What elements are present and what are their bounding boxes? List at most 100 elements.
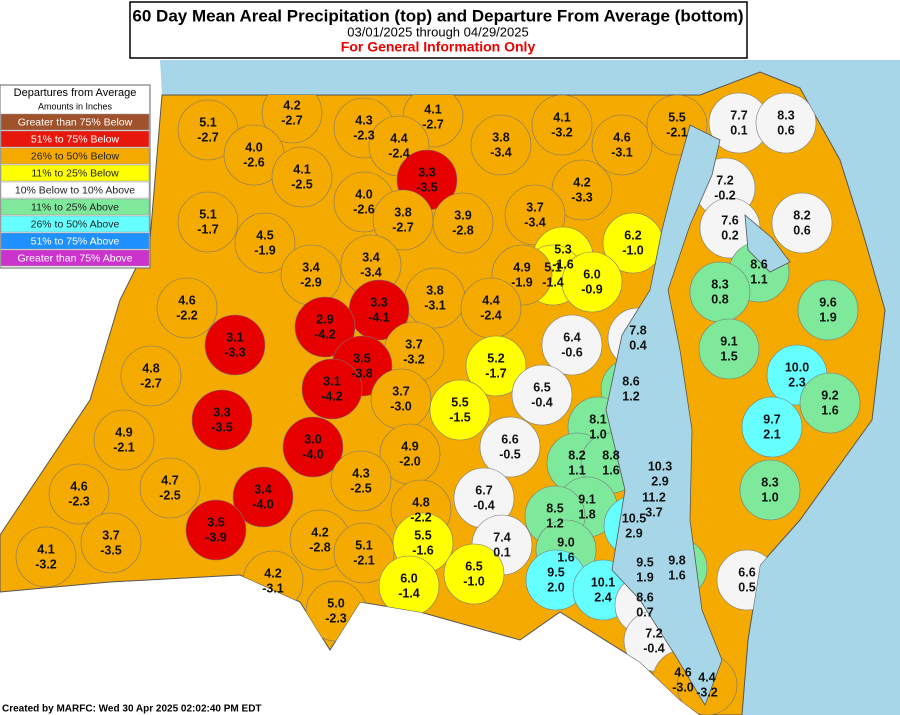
precip-label: 4.4 <box>698 670 715 684</box>
precip-label: 5.1 <box>199 207 216 221</box>
labels: 5.1-2.74.2-2.7 4.3-2.34.1-2.74.0-2.64.4-2… <box>35 98 839 699</box>
departure-label: -2.7 <box>140 376 162 390</box>
departure-label: -2.8 <box>452 223 474 237</box>
county <box>741 396 803 458</box>
precip-label: 5.5 <box>451 395 468 409</box>
county <box>93 409 155 471</box>
legend-subtitle: Amounts in Inches <box>38 101 113 111</box>
precip-label: 6.7 <box>475 483 492 497</box>
departure-label: -2.5 <box>350 481 372 495</box>
precip-label: 4.8 <box>142 361 159 375</box>
departure-label: 0.8 <box>711 292 728 306</box>
precip-label: 4.5 <box>256 228 273 242</box>
legend-label: 51% to 75% Below <box>31 133 120 145</box>
departure-label: 2.0 <box>547 580 564 594</box>
county <box>191 389 253 451</box>
precip-label: 5.2 <box>487 351 504 365</box>
precip-label: 3.7 <box>405 337 422 351</box>
footer: Created by MARFC: Wed 30 Apr 2025 02:02:… <box>2 704 262 715</box>
departure-label: 2.9 <box>651 474 668 488</box>
precip-label: 7.7 <box>730 108 747 122</box>
county <box>511 364 573 426</box>
legend-label: 10% Below to 10% Above <box>15 184 135 196</box>
departure-label: -2.7 <box>422 117 444 131</box>
legend-label: 26% to 50% Above <box>31 218 120 230</box>
legend-label: Greater than 75% Below <box>18 116 133 128</box>
departure-label: 0.5 <box>738 580 755 594</box>
precip-label: 4.6 <box>674 665 691 679</box>
departure-label: 2.3 <box>788 375 805 389</box>
precip-label: 4.2 <box>264 566 281 580</box>
county <box>271 146 333 208</box>
departure-label: -1.6 <box>412 543 434 557</box>
departure-label: 0.1 <box>730 123 747 137</box>
precip-label: 3.1 <box>323 374 340 388</box>
departure-label: -4.0 <box>302 447 324 461</box>
departure-label: -1.0 <box>622 243 644 257</box>
departure-label: -2.6 <box>353 202 375 216</box>
precip-label: 3.5 <box>207 515 224 529</box>
precip-label: 6.2 <box>624 228 641 242</box>
departure-label: -1.7 <box>197 222 219 236</box>
departure-label: -3.0 <box>672 680 694 694</box>
county <box>185 499 247 561</box>
county <box>234 212 296 274</box>
precip-label: 5.1 <box>355 538 372 552</box>
precip-label: 4.3 <box>355 113 372 127</box>
legend-swatch <box>0 147 150 165</box>
departure-label: 2.1 <box>763 427 780 441</box>
disclaimer: For General Information Only <box>341 39 536 55</box>
precip-label: 9.5 <box>547 565 564 579</box>
departure-label: -4.2 <box>314 327 336 341</box>
county <box>443 543 505 605</box>
precip-label: 8.8 <box>602 448 619 462</box>
departure-label: -1.4 <box>398 586 420 600</box>
precip-label: 2.9 <box>316 312 333 326</box>
precip-label: 6.4 <box>563 330 580 344</box>
legend-swatch <box>0 130 150 148</box>
departure-label: 1.8 <box>578 507 595 521</box>
departure-label: -3.1 <box>424 298 446 312</box>
county <box>156 277 218 339</box>
departure-label: -0.4 <box>473 498 495 512</box>
precip-label: 8.3 <box>761 475 778 489</box>
precip-label: 8.6 <box>636 590 653 604</box>
departure-label: 1.1 <box>568 463 585 477</box>
departure-label: -3.2 <box>696 685 718 699</box>
county <box>120 345 182 407</box>
departure-label: 1.2 <box>622 389 639 403</box>
precip-label: 5.0 <box>327 596 344 610</box>
legend: Departures from Average Amounts in Inche… <box>0 84 151 269</box>
precip-label: 4.1 <box>424 102 441 116</box>
departure-label: -0.4 <box>643 641 665 655</box>
legend-swatch <box>0 215 150 233</box>
legend-swatch <box>0 113 150 131</box>
precip-label: 5.1 <box>544 260 561 274</box>
subtitle: 03/01/2025 through 04/29/2025 <box>347 24 528 39</box>
departure-label: -3.3 <box>571 190 593 204</box>
county <box>48 463 110 525</box>
precip-label: 3.3 <box>418 165 435 179</box>
departure-label: -1.4 <box>542 275 564 289</box>
precip-label: 4.9 <box>401 439 418 453</box>
county <box>561 251 623 313</box>
departure-label: 1.5 <box>720 349 737 363</box>
precip-label: 4.0 <box>355 187 372 201</box>
county <box>15 526 77 588</box>
departure-label: -3.5 <box>100 543 122 557</box>
departure-label: -4.1 <box>368 310 390 324</box>
precip-label: 6.0 <box>583 267 600 281</box>
departure-label: -0.4 <box>531 395 553 409</box>
county <box>282 416 344 478</box>
departure-label: -2.9 <box>300 275 322 289</box>
precip-label: 3.7 <box>102 528 119 542</box>
precip-label: 4.4 <box>390 131 407 145</box>
precip-label: 4.7 <box>161 473 178 487</box>
departure-label: -3.4 <box>490 145 512 159</box>
delaware-bay <box>744 214 791 273</box>
precip-label: 6.5 <box>465 559 482 573</box>
precip-label: 10.0 <box>785 360 809 374</box>
departure-label: -2.0 <box>399 454 421 468</box>
county <box>432 192 494 254</box>
